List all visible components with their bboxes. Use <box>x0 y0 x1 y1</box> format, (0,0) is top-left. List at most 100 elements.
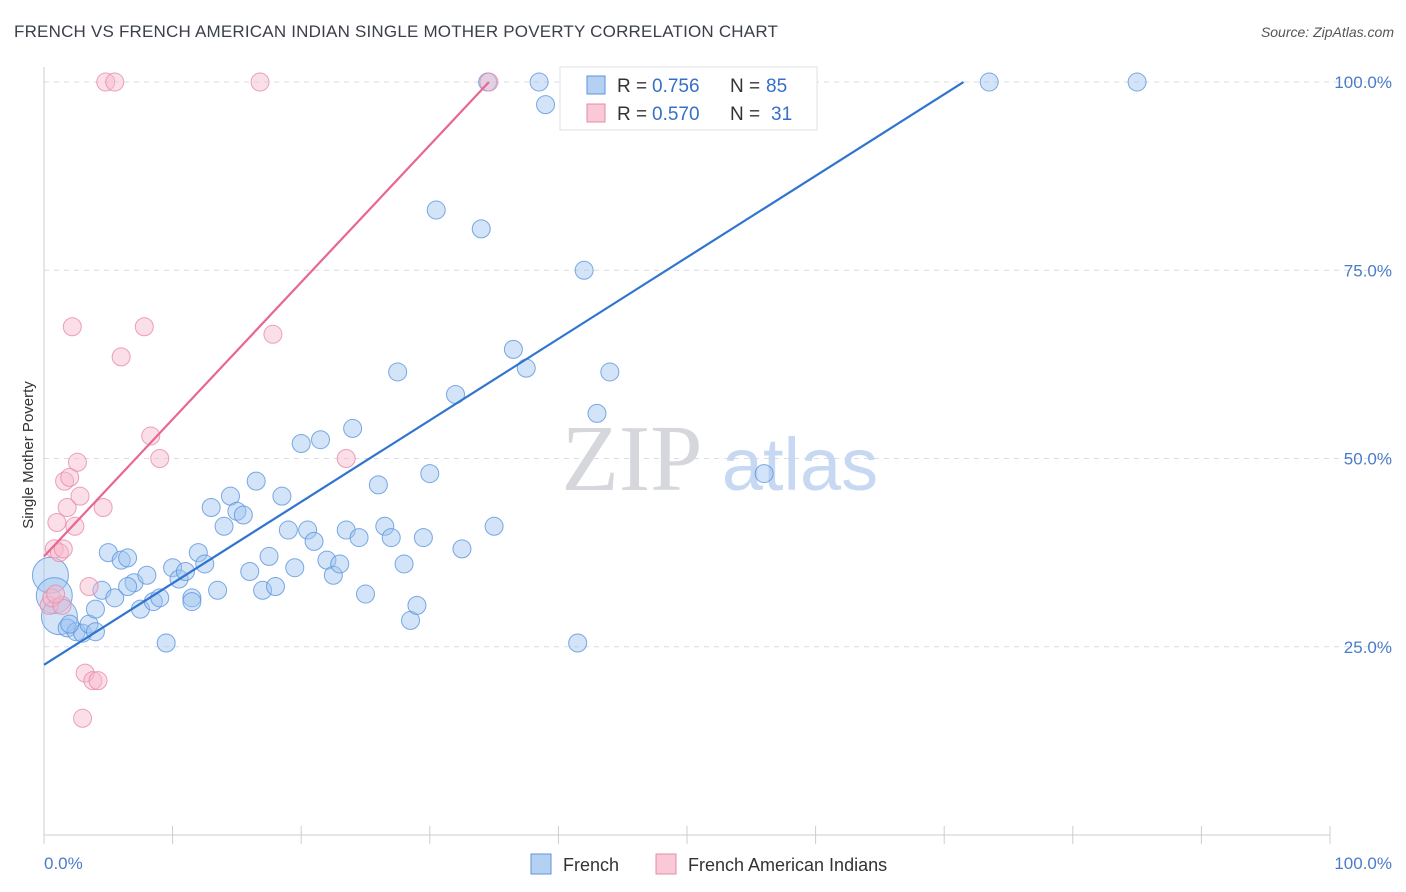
french-point-63 <box>471 219 491 239</box>
legend-label-french: French <box>563 855 619 875</box>
french-american-indian-point-2 <box>42 588 62 608</box>
french-american-indian-point-6 <box>52 595 72 615</box>
french-american-indian-point-7 <box>55 471 75 491</box>
french-american-indian-trend-line <box>43 81 490 558</box>
legend-swatch-french <box>586 75 606 95</box>
chart-title: FRENCH VS FRENCH AMERICAN INDIAN SINGLE … <box>14 22 779 41</box>
legend-r-label-2: R = <box>617 104 647 125</box>
french-point-62 <box>452 539 472 559</box>
french-american-indian-point-25 <box>150 449 170 469</box>
legend-n-label-1: N = <box>730 76 760 97</box>
french-point-59 <box>420 464 440 484</box>
legend-swatch-french-bottom <box>530 853 552 875</box>
legend-n-value-1: 85 <box>766 76 787 97</box>
french-point-71 <box>568 633 588 653</box>
french-point-58 <box>413 528 433 548</box>
french-point-55 <box>394 554 414 574</box>
french-american-indian-point-23 <box>134 317 154 337</box>
french-american-indian-point-11 <box>65 516 85 536</box>
french-american-indian-point-27 <box>263 324 283 344</box>
french-american-indian-point-30 <box>53 539 73 559</box>
french-point-73 <box>587 403 607 423</box>
french-american-indian-point-31 <box>46 584 66 604</box>
french-point-37 <box>272 486 292 506</box>
french-point-83 <box>60 614 80 634</box>
french-point-72 <box>574 260 594 280</box>
french-point-39 <box>285 558 305 578</box>
french-point-32 <box>240 561 260 581</box>
french-american-indian-point-28 <box>336 449 356 469</box>
french-american-indian-point-22 <box>111 347 131 367</box>
french-point-30 <box>227 501 247 521</box>
french-point-41 <box>298 520 318 540</box>
legend-swatch-french-american-indians-bottom <box>655 853 677 875</box>
french-point-22 <box>175 561 195 581</box>
y-tick-label-3: 75.0% <box>1344 261 1392 280</box>
legend-n-value-2: 31 <box>771 104 792 125</box>
axes <box>43 67 1331 844</box>
legend-swatch-french-american-indian <box>586 103 606 123</box>
x-tick-label-end: 100.0% <box>1334 854 1392 873</box>
correlation-legend: R = 0.756 N = 85 R = 0.570 N = 31 <box>559 66 818 131</box>
french-point-33 <box>246 471 266 491</box>
french-point-36 <box>265 577 285 597</box>
french-point-40 <box>291 433 311 453</box>
series-legend: French French American Indians <box>530 853 887 875</box>
french-american-indian-point-24 <box>141 426 161 446</box>
legend-r-value-1: 0.756 <box>652 76 700 97</box>
gridlines <box>44 81 1394 648</box>
french-point-48 <box>343 418 363 438</box>
source-credit: Source: ZipAtlas.com <box>1260 24 1394 40</box>
french-point-35 <box>259 546 279 566</box>
french-point-57 <box>407 595 427 615</box>
series-french-american-indians <box>39 72 499 728</box>
french-point-85 <box>182 592 202 612</box>
french-point-3 <box>40 598 78 636</box>
french-point-19 <box>156 633 176 653</box>
french-point-81 <box>1127 72 1147 92</box>
y-tick-label-2: 50.0% <box>1344 450 1392 469</box>
y-tick-label-4: 100.0% <box>1334 73 1392 92</box>
french-point-24 <box>188 543 208 563</box>
y-axis-label: Single Mother Poverty <box>20 381 37 529</box>
french-point-13 <box>118 548 138 568</box>
french-point-34 <box>253 580 273 600</box>
french-point-38 <box>278 520 298 540</box>
french-american-indian-point-5 <box>49 543 69 563</box>
french-point-84 <box>118 577 138 597</box>
french-point-11 <box>105 588 125 608</box>
french-point-60 <box>426 200 446 220</box>
french-american-indian-point-10 <box>62 317 82 337</box>
french-american-indian-point-17 <box>83 671 103 691</box>
french-trend-line <box>43 81 965 666</box>
french-point-79 <box>754 464 774 484</box>
french-american-indian-point-16 <box>79 577 99 597</box>
legend-r-label-1: R = <box>617 76 647 97</box>
french-point-53 <box>381 528 401 548</box>
french-american-indian-point-12 <box>67 452 87 472</box>
french-point-27 <box>208 580 228 600</box>
french-point-52 <box>375 516 395 536</box>
french-point-66 <box>503 339 523 359</box>
french-point-26 <box>201 497 221 517</box>
x-tick-label-start: 0.0% <box>44 854 83 873</box>
trend-lines <box>43 81 965 666</box>
french-american-indian-point-9 <box>60 467 80 487</box>
french-american-indian-point-19 <box>93 497 113 517</box>
watermark-atlas: atlas <box>722 423 878 506</box>
french-point-51 <box>368 475 388 495</box>
french-point-43 <box>310 430 330 450</box>
french-american-indian-point-18 <box>88 671 108 691</box>
french-point-54 <box>388 362 408 382</box>
french-point-68 <box>529 72 549 92</box>
french-american-indian-point-8 <box>57 497 77 517</box>
french-american-indian-point-13 <box>70 486 90 506</box>
french-point-42 <box>304 531 324 551</box>
legend-r-value-2: 0.570 <box>652 104 700 125</box>
french-point-74 <box>600 362 620 382</box>
french-point-50 <box>356 584 375 604</box>
french-point-69 <box>536 95 556 115</box>
french-point-80 <box>979 72 999 92</box>
watermark-zip: ZIP <box>562 407 703 511</box>
